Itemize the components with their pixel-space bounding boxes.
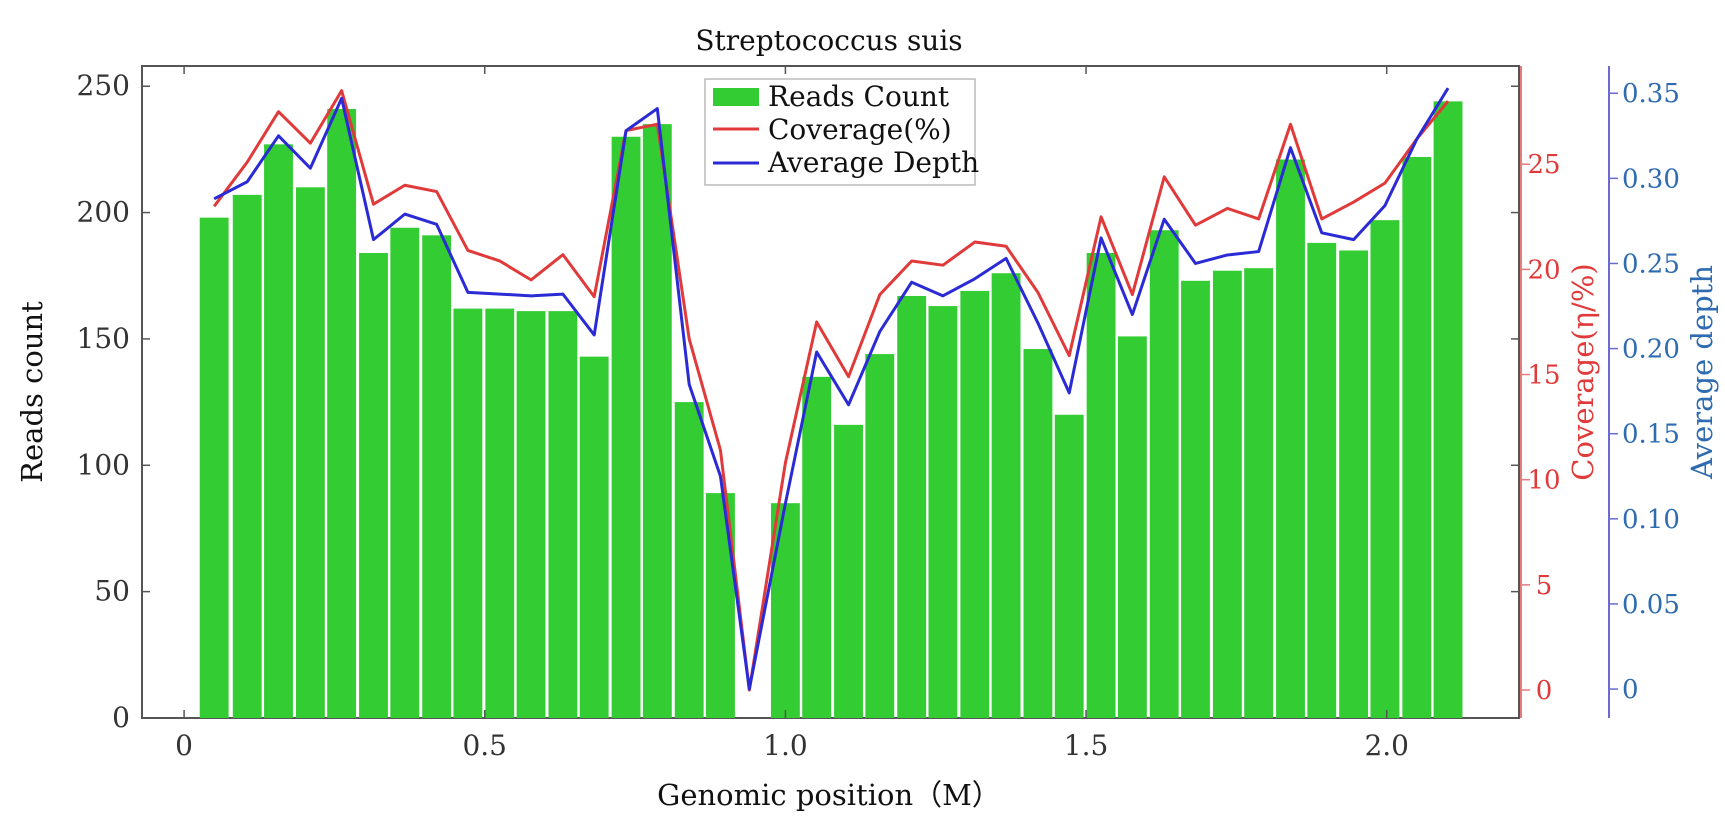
x-tick-label: 1.5 [1064,729,1109,762]
depth-tick-label: 0.15 [1622,420,1680,450]
coverage-tick-label: 0 [1536,676,1553,706]
bar [453,308,483,718]
depth-tick-label: 0.10 [1622,505,1680,535]
bar [1433,101,1463,718]
bar [1117,336,1147,718]
bar [802,376,832,718]
bar [390,227,420,719]
x-tick-label: 1.0 [763,729,808,762]
depth-line [213,87,1450,691]
depth-axis-label: Average depth [1685,265,1719,480]
bar [611,136,641,718]
bar [422,235,452,718]
bar [295,187,325,719]
y-tick-label: 0 [112,701,130,734]
bar [1023,349,1053,718]
bar [516,311,546,718]
bar [1149,230,1179,718]
bar [1339,250,1369,719]
coverage-tick-label: 10 [1527,466,1560,496]
depth-tick-label: 0.35 [1622,79,1680,109]
bar [485,308,515,718]
bar [1181,280,1210,718]
depth-tick-label: 0.30 [1622,164,1680,194]
coverage-line [212,89,1450,692]
bar [1276,159,1305,718]
bar [1307,242,1337,718]
bar [264,144,293,719]
depth-tick-label: 0.05 [1622,590,1680,620]
bar [1402,156,1432,719]
bar [991,273,1021,718]
depth-tick-label: 0.20 [1622,335,1680,365]
bar [232,194,262,718]
bar [1370,220,1400,718]
bar [1086,253,1116,718]
coverage-tick-label: 5 [1536,571,1553,601]
legend-label-coverage: Coverage(%) [768,113,952,146]
bar [897,295,927,718]
bar [579,356,609,718]
x-tick-label: 0.5 [462,729,507,762]
bar [834,424,863,718]
bars-group [199,101,1463,719]
bar [199,217,229,718]
coverage-tick-label: 20 [1527,255,1560,285]
bar [642,124,672,719]
legend-swatch-reads [713,88,759,106]
x-tick-label: 0 [175,729,193,762]
depth-tick-label: 0.25 [1622,249,1680,279]
bar [960,290,990,718]
chart-title: Streptococcus suis [695,24,962,57]
bar [928,306,958,718]
depth-tick-label: 0 [1622,675,1639,705]
y-tick-label: 50 [94,575,130,608]
bar [674,402,704,718]
bar [548,311,578,718]
bar [1212,270,1242,718]
y-axis-label: Reads count [15,301,49,483]
y-tick-label: 150 [77,322,130,355]
coverage-tick-label: 25 [1527,150,1560,180]
legend-label-depth: Average Depth [767,146,979,179]
x-tick-label: 2.0 [1364,729,1409,762]
y-tick-label: 200 [77,196,130,229]
bar [865,354,895,718]
y-tick-label: 250 [77,69,130,102]
lines-group [212,87,1450,692]
legend-label-reads: Reads Count [768,80,950,113]
y-tick-label: 100 [77,448,130,481]
legend: Reads Count Coverage(%) Average Depth [704,78,979,186]
bar [359,253,388,718]
bar [1054,414,1084,718]
bar [1244,268,1274,718]
bar [770,503,800,718]
bar [327,108,357,718]
coverage-tick-label: 15 [1527,361,1560,391]
x-axis-label: Genomic position（M） [657,778,1001,812]
coverage-axis-label: Coverage(η/%) [1566,263,1600,480]
